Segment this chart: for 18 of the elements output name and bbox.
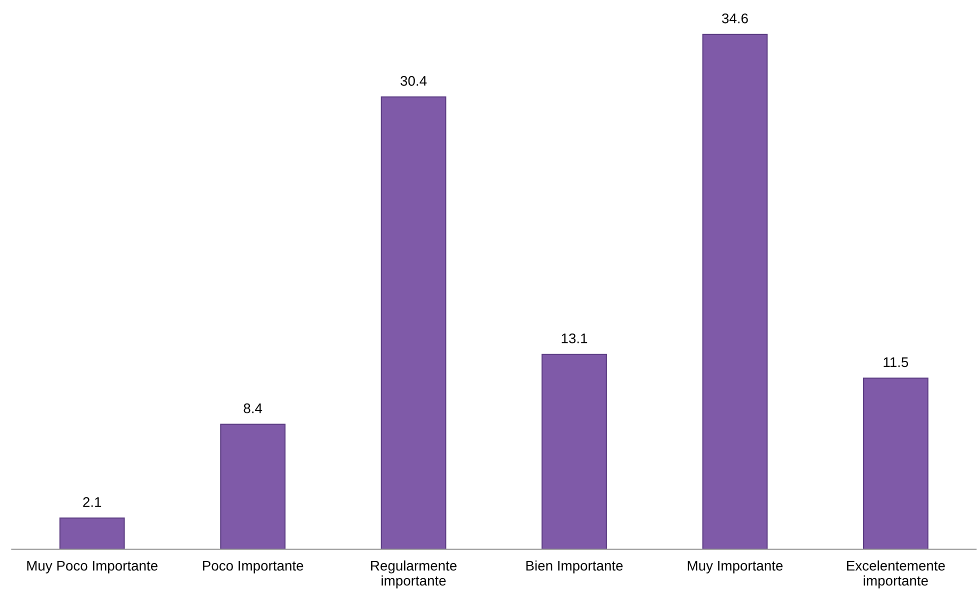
x-tick-label: Muy Importante xyxy=(688,560,783,574)
bar xyxy=(220,424,286,550)
data-label: 34.6 xyxy=(722,13,748,24)
data-label: 11.5 xyxy=(884,357,908,368)
data-label: 13.1 xyxy=(562,333,588,344)
x-tick-label: Muy Poco Importante xyxy=(27,560,158,574)
bar xyxy=(542,354,607,550)
x-tick-label: Bien Importante xyxy=(526,560,623,574)
bar xyxy=(59,518,125,550)
x-tick-label: Excelentemente importante xyxy=(847,560,945,588)
data-label: 8.4 xyxy=(244,403,262,414)
x-tick-label: Poco Importante xyxy=(203,560,304,574)
data-label: 2.1 xyxy=(83,497,102,507)
bar xyxy=(702,34,768,550)
bar xyxy=(863,378,928,550)
x-tick-label: Regularmente importante xyxy=(371,560,457,588)
bar xyxy=(380,96,446,550)
data-label: 30.4 xyxy=(400,76,427,86)
